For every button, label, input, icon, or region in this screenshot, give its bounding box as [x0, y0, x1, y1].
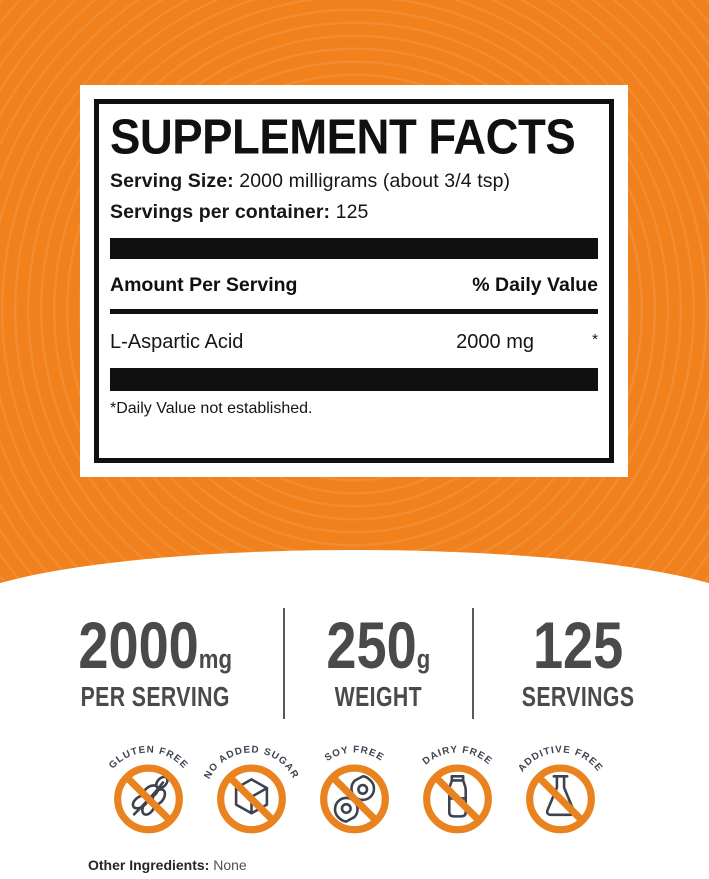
- prohibition-ring: [526, 764, 595, 834]
- prohibition-ring: [114, 764, 183, 834]
- daily-value-footnote: *Daily Value not established.: [110, 399, 313, 417]
- svg-text:NO ADDED SUGAR: NO ADDED SUGAR: [202, 745, 300, 782]
- orange-hero-background: SUPPLEMENT FACTS Serving Size: 2000 mill…: [0, 0, 709, 596]
- badge-gluten-free: GLUTEN FREE: [107, 745, 189, 834]
- other-ingredients-line: Other Ingredients: None: [88, 856, 709, 876]
- supplement-facts-panel: SUPPLEMENT FACTS Serving Size: 2000 mill…: [80, 85, 628, 477]
- facts-title: SUPPLEMENT FACTS: [110, 108, 576, 165]
- prohibition-slash: [536, 774, 585, 824]
- nutrient-name: L-Aspartic Acid: [110, 330, 244, 353]
- nutrient-amount: 2000 mg: [456, 330, 534, 353]
- badge-soy-free: SOY FREE: [320, 745, 389, 834]
- stat-value: 250: [326, 608, 417, 682]
- stat-servings: 125 SERVINGS: [471, 608, 682, 720]
- stat-per-serving: 2000mg PER SERVING: [27, 608, 283, 719]
- prohibition-slash: [330, 774, 379, 824]
- stat-weight: 250g WEIGHT: [283, 608, 472, 720]
- serving-size-value: 2000 milligrams (about 3/4 tsp): [239, 169, 511, 192]
- stat-unit: g: [416, 644, 431, 674]
- other-ingredients-value: None: [213, 857, 247, 874]
- badge-label: SOY FREE: [323, 745, 385, 764]
- serving-size-line: Serving Size: 2000 milligrams (about 3/4…: [110, 170, 598, 193]
- prohibition-slash: [433, 774, 482, 824]
- allergens-line: Allergens: None: [88, 876, 709, 879]
- thick-divider-bar: [110, 367, 598, 391]
- stat-unit: mg: [198, 644, 232, 674]
- medium-divider-bar: [110, 308, 598, 314]
- prohibition-slash: [227, 774, 276, 824]
- svg-text:SOY FREE: SOY FREE: [323, 745, 386, 764]
- other-ingredients-label: Other Ingredients:: [88, 857, 210, 874]
- stat-value: 125: [532, 608, 624, 682]
- daily-value-header: % Daily Value: [472, 273, 598, 296]
- amount-per-serving-header: Amount Per Serving: [110, 273, 298, 296]
- prohibition-ring: [217, 764, 286, 834]
- prohibition-ring: [423, 764, 492, 834]
- nutrient-row: L-Aspartic Acid 2000 mg *: [110, 314, 598, 368]
- badge-dairy-free: DAIRY FREE: [421, 745, 495, 834]
- servings-value: 125: [335, 200, 369, 223]
- servings-label: Servings per container:: [110, 200, 331, 223]
- serving-size-label: Serving Size:: [110, 169, 234, 192]
- allergens-label: Allergens:: [88, 877, 156, 879]
- servings-per-container-line: Servings per container: 125: [110, 201, 598, 224]
- prohibition-slash: [124, 774, 173, 824]
- badge-label: NO ADDED SUGAR: [202, 745, 299, 782]
- prohibition-ring: [320, 764, 389, 834]
- stat-label: PER SERVING: [80, 681, 230, 712]
- ingredients-footer: Other Ingredients: None Allergens: None: [88, 856, 709, 879]
- free-from-badges-row: GLUTEN FREE NO ADDED SUGAR: [0, 725, 709, 840]
- allergens-value: None: [160, 877, 193, 879]
- stats-row: 2000mg PER SERVING 250g WEIGHT 125 SERVI…: [0, 608, 709, 720]
- badge-no-added-sugar: NO ADDED SUGAR: [202, 745, 300, 834]
- badge-additive-free: ADDITIVE FREE: [516, 745, 604, 834]
- thick-divider-bar: [110, 237, 598, 259]
- badge-label: DAIRY FREE: [421, 745, 494, 768]
- nutrient-daily-value: *: [592, 330, 598, 348]
- svg-text:DAIRY FREE: DAIRY FREE: [421, 745, 495, 768]
- facts-header-row: Amount Per Serving % Daily Value: [110, 259, 598, 309]
- stat-value: 2000: [78, 608, 199, 682]
- stat-label: WEIGHT: [334, 681, 423, 712]
- hero-bottom-curve: [0, 550, 709, 596]
- facts-border-box: SUPPLEMENT FACTS Serving Size: 2000 mill…: [94, 99, 614, 463]
- stat-label: SERVINGS: [521, 681, 635, 712]
